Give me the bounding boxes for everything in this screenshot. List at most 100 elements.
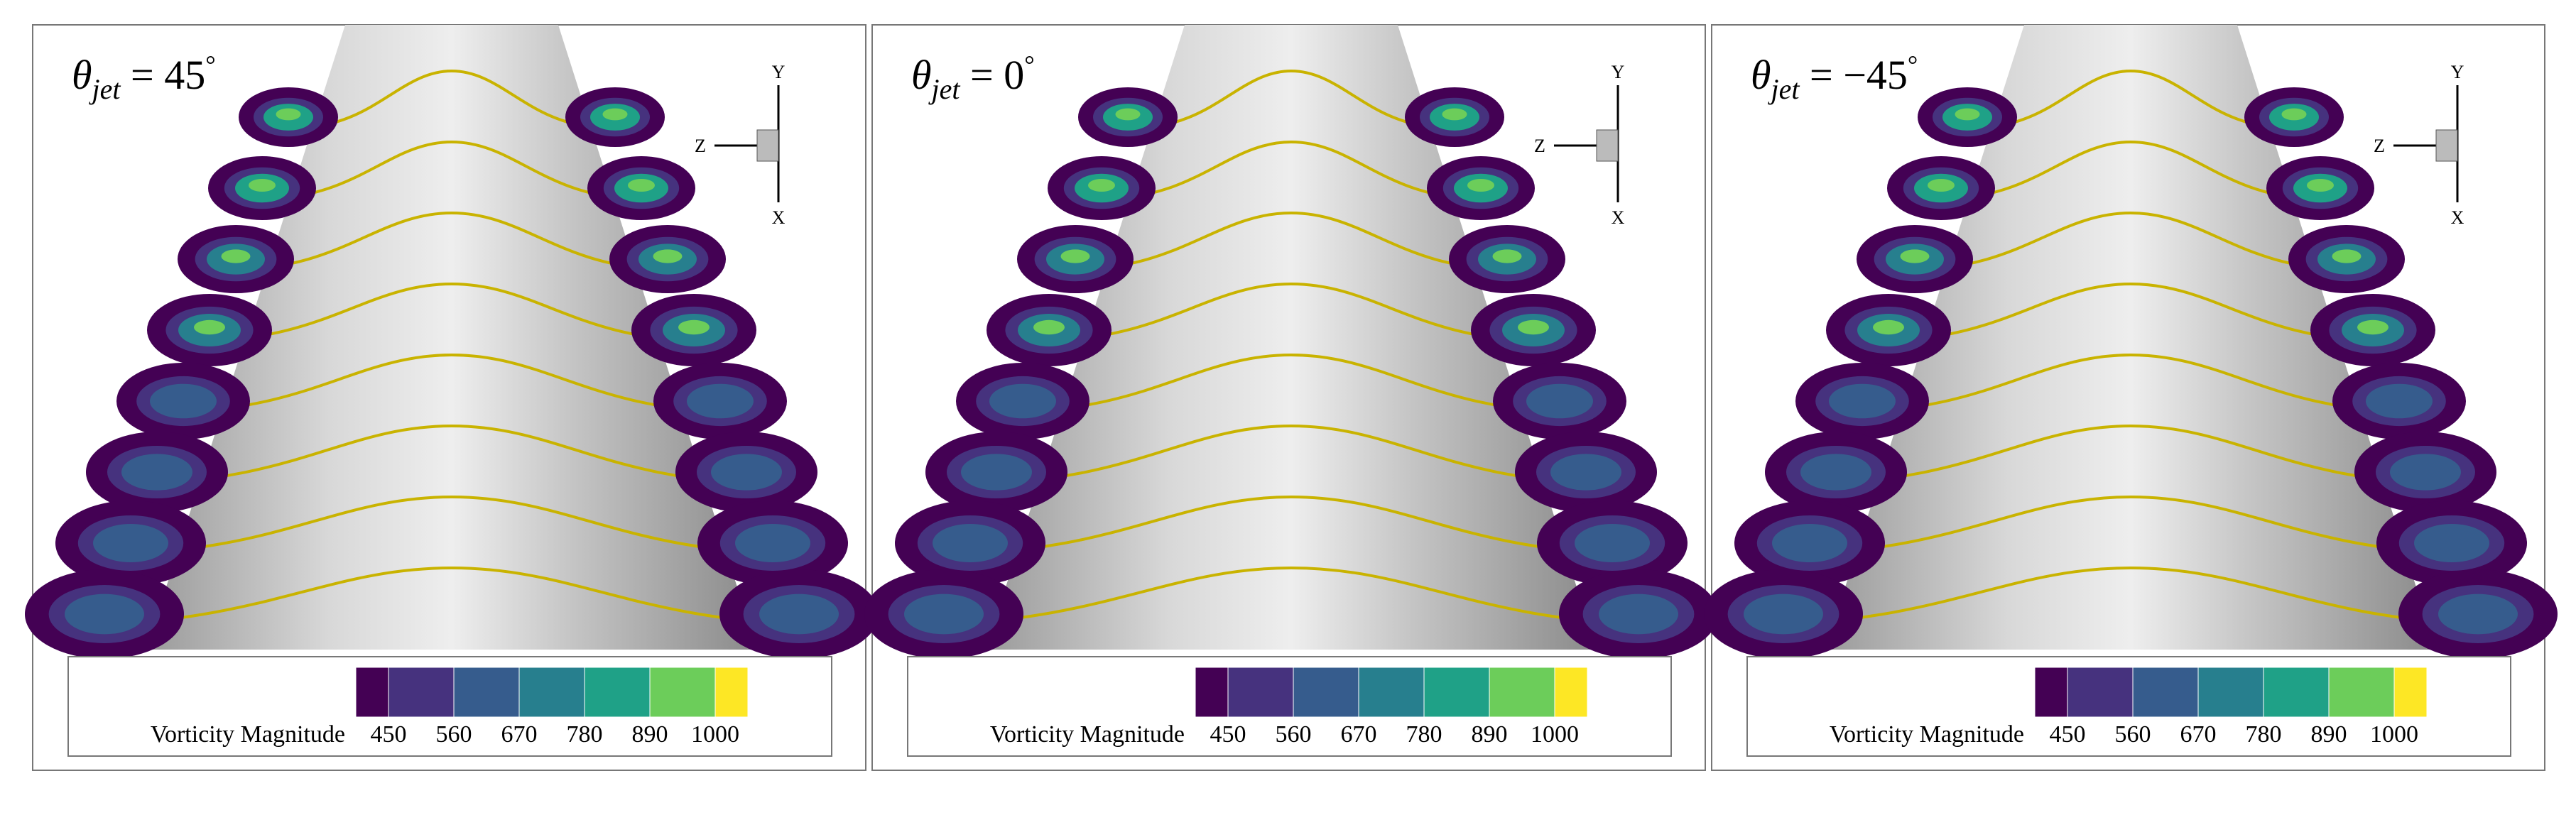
colorbar-swatch xyxy=(1227,667,1294,718)
colorbar-tick: 450 xyxy=(371,721,407,748)
title-part: jet xyxy=(89,73,121,105)
colorbar-tick: 450 xyxy=(1210,721,1246,748)
panel: θjet = −45° Y Z X Vorticity Magnitude 450 560 6… xyxy=(1704,24,2558,771)
colorbar-tick: 780 xyxy=(1406,721,1442,748)
vortex-core xyxy=(221,249,251,263)
title-part: ° xyxy=(205,50,215,79)
wave-line xyxy=(1910,211,2352,271)
axis-origin xyxy=(1596,129,1619,162)
vortex-core xyxy=(2414,524,2489,562)
axis-label: Z xyxy=(2374,136,2385,156)
vortex-core xyxy=(602,108,628,121)
colorbar-swatch xyxy=(1423,667,1490,718)
title-part: = 45 xyxy=(120,52,205,98)
panel-title: θjet = −45° xyxy=(1751,50,1918,105)
axis-label: Y xyxy=(2451,62,2464,82)
axis-label: X xyxy=(772,207,786,228)
colorbar-tick: 560 xyxy=(1276,721,1312,748)
wave-line xyxy=(1782,495,2479,555)
axis-label: Y xyxy=(1612,62,1625,82)
colorbar-swatch xyxy=(2328,667,2395,718)
wave-line xyxy=(942,495,1640,555)
colorbar-swatch xyxy=(453,667,520,718)
vortex-core xyxy=(735,524,810,562)
title-part: jet xyxy=(928,73,961,105)
vortex-core xyxy=(904,594,984,635)
vortex-core xyxy=(1744,594,1823,635)
colorbar-tick: 890 xyxy=(2311,721,2347,748)
panel: θjet = 0° Y Z X Vorticity Magnitude 450 560 670… xyxy=(864,24,1718,771)
wave-line xyxy=(263,140,641,200)
title-part: θ xyxy=(911,52,932,98)
vortex-core xyxy=(276,108,301,121)
vortex-core xyxy=(2281,108,2307,121)
wave-line xyxy=(1846,353,2415,413)
colorbar-tick: 670 xyxy=(1341,721,1377,748)
axis-origin xyxy=(756,129,779,162)
vortex-core xyxy=(711,454,782,491)
vortex-core xyxy=(989,383,1056,419)
vortex-core xyxy=(2390,454,2461,491)
vortex-core xyxy=(678,319,710,335)
vortex-core xyxy=(2438,594,2518,635)
colorbar-swatch xyxy=(1358,667,1425,718)
wave-line xyxy=(135,424,768,484)
colorbar-tick: 670 xyxy=(2180,721,2217,748)
colorbar-label: Vorticity Magnitude xyxy=(1830,721,2024,748)
panel-title: θjet = 0° xyxy=(911,50,1035,105)
vortex-core xyxy=(961,454,1032,491)
colorbar-swatch xyxy=(584,667,651,718)
axis-label: X xyxy=(1612,207,1625,228)
wave-line xyxy=(71,566,832,626)
vortex-core xyxy=(150,383,217,419)
axis-label: Z xyxy=(1534,136,1545,156)
wave-line xyxy=(1070,211,1512,271)
vortex-core xyxy=(1829,383,1896,419)
wave-line xyxy=(1006,353,1576,413)
colorbar-tick: 780 xyxy=(567,721,603,748)
colorbar-tick: 1000 xyxy=(1531,721,1579,748)
title-part: θ xyxy=(72,52,92,98)
vortex-core xyxy=(1442,108,1467,121)
vortex-core xyxy=(194,319,225,335)
axis-label: X xyxy=(2451,207,2464,228)
vortex-core xyxy=(759,594,839,635)
colorbar-swatch xyxy=(1195,667,1229,718)
title-part: = −45 xyxy=(1799,52,1907,98)
vortex-core xyxy=(249,179,276,192)
colorbar-tick: 560 xyxy=(2115,721,2151,748)
vortex-core xyxy=(1772,524,1847,562)
axis-origin xyxy=(2435,129,2458,162)
vortex-core xyxy=(1599,594,1678,635)
colorbar-tick: 670 xyxy=(501,721,538,748)
colorbar-swatch xyxy=(649,667,716,718)
wave-line xyxy=(1878,282,2384,342)
vortex-core xyxy=(1088,179,1115,192)
vortex-core xyxy=(93,524,168,562)
vortex-core xyxy=(1115,108,1141,121)
colorbar-swatch xyxy=(518,667,585,718)
panel: θjet = 45° Y Z X Vorticity Magnitude 450 560 67… xyxy=(25,24,879,771)
wave-line xyxy=(103,495,800,555)
wave-line xyxy=(1038,282,1544,342)
colorbar-swatch xyxy=(2263,667,2330,718)
vortex-core xyxy=(2307,179,2334,192)
vortex-core xyxy=(628,179,655,192)
wave-line xyxy=(1974,69,2288,129)
colorbar-tick: 450 xyxy=(2050,721,2086,748)
wave-line xyxy=(1942,140,2320,200)
title-part: = 0 xyxy=(960,52,1024,98)
axis-label: Y xyxy=(772,62,786,82)
panel-title: θjet = 45° xyxy=(72,50,216,105)
vortex-core xyxy=(2332,249,2362,263)
vortex-core xyxy=(1518,319,1549,335)
vortex-core xyxy=(1526,383,1593,419)
vortex-core xyxy=(1900,249,1930,263)
colorbar-swatch xyxy=(355,667,389,718)
vortex-core xyxy=(653,249,683,263)
colorbar-swatch xyxy=(1293,667,1359,718)
title-part: jet xyxy=(1768,73,1800,105)
vortex-core xyxy=(1575,524,1650,562)
colorbar-tick: 890 xyxy=(632,721,668,748)
